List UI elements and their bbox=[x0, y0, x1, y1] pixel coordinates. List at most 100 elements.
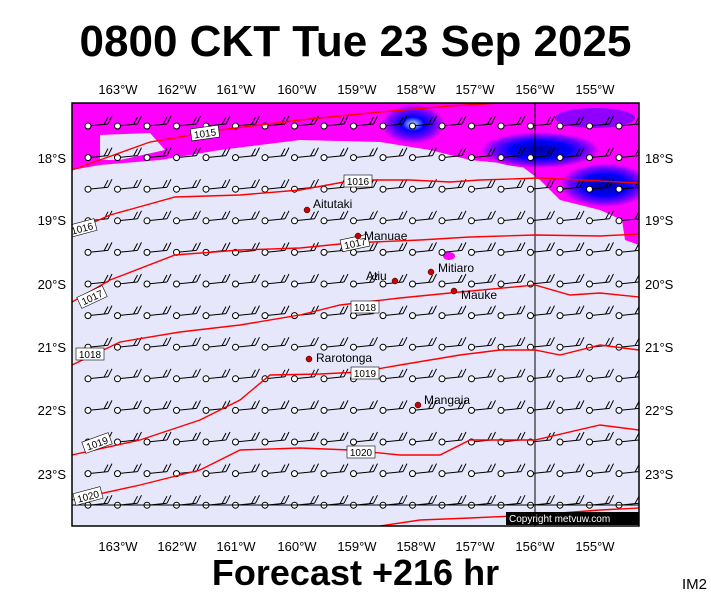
wind-barb bbox=[497, 242, 526, 256]
isobar-label: 1019 bbox=[350, 366, 380, 380]
wind-barb bbox=[232, 431, 260, 446]
wind-barb bbox=[84, 178, 113, 193]
wind-barb bbox=[468, 305, 496, 320]
wind-barb bbox=[202, 147, 231, 162]
svg-text:1017: 1017 bbox=[343, 237, 367, 252]
lon-label-top: 157°W bbox=[455, 82, 495, 97]
wind-barb bbox=[438, 210, 467, 225]
wind-barb bbox=[556, 273, 585, 288]
places: Aitutaki Manuae Atiu Mitiaro Mauke Rarot… bbox=[303, 197, 497, 409]
wind-barb bbox=[556, 463, 585, 478]
lat-label-left: 18°S bbox=[38, 151, 67, 166]
wind-barb bbox=[232, 210, 260, 225]
wind-barb bbox=[438, 115, 467, 130]
wind-barb bbox=[615, 179, 639, 193]
lon-label-bottom: 156°W bbox=[515, 539, 555, 554]
lon-label-bottom: 161°W bbox=[216, 539, 256, 554]
place-aitutaki: Aitutaki bbox=[313, 197, 352, 211]
wind-barb bbox=[291, 273, 319, 288]
wind-barb bbox=[379, 242, 408, 256]
wind-barb bbox=[468, 147, 496, 162]
wind-barb bbox=[350, 463, 378, 478]
wind-barb bbox=[84, 400, 113, 414]
place-dot-mangaia bbox=[414, 401, 422, 409]
wind-barb bbox=[350, 400, 378, 414]
isobar-1015 bbox=[72, 103, 501, 171]
lat-label-right: 18°S bbox=[645, 151, 674, 166]
wind-barb bbox=[409, 273, 437, 288]
wind-barb bbox=[114, 115, 142, 130]
isobar-label: 1015 bbox=[189, 124, 221, 141]
map-code: IM2 bbox=[681, 576, 707, 593]
wind-barb bbox=[556, 147, 585, 162]
wind-barb bbox=[586, 368, 614, 383]
wind-barb bbox=[84, 147, 113, 162]
wind-barb bbox=[497, 147, 526, 162]
map-frame bbox=[71, 102, 640, 527]
wind-barb bbox=[350, 273, 378, 288]
wind-barb bbox=[291, 463, 319, 478]
wind-barb bbox=[497, 273, 526, 288]
wind-barb bbox=[586, 242, 614, 256]
wind-barb bbox=[202, 336, 231, 351]
wind-barb bbox=[409, 336, 437, 351]
wind-barb bbox=[291, 368, 319, 383]
wind-barb bbox=[261, 463, 290, 478]
wind-barb bbox=[320, 273, 349, 288]
svg-text:1015: 1015 bbox=[193, 127, 217, 141]
longitude-labels-bottom: 163°W 162°W 161°W 160°W 159°W 158°W 157°W 156°W… bbox=[98, 539, 615, 554]
wind-barb bbox=[409, 147, 437, 162]
lat-label-left: 22°S bbox=[38, 403, 67, 418]
latitude-labels-left: 18°S 19°S 20°S 21°S 22°S 23°S bbox=[38, 151, 67, 482]
wind-barb bbox=[409, 431, 437, 446]
wind-barb bbox=[379, 115, 408, 130]
lon-label-bottom: 155°W bbox=[575, 539, 615, 554]
wind-barb bbox=[232, 178, 260, 193]
wind-barb bbox=[586, 305, 614, 320]
wind-barb bbox=[173, 336, 201, 351]
wind-barb bbox=[350, 115, 378, 130]
wind-barb bbox=[320, 400, 349, 414]
wind-barb bbox=[143, 336, 172, 351]
wind-barb bbox=[379, 431, 408, 446]
svg-text:1016: 1016 bbox=[347, 177, 370, 188]
wind-barb bbox=[379, 463, 408, 478]
wind-barb bbox=[173, 431, 201, 446]
wind-barb bbox=[379, 210, 408, 225]
wind-barb bbox=[320, 115, 349, 130]
wind-barb bbox=[586, 431, 614, 446]
wind-barb bbox=[261, 178, 290, 193]
wind-barb bbox=[261, 400, 290, 414]
place-dot-aitutaki bbox=[303, 206, 311, 214]
wind-barb bbox=[527, 210, 555, 225]
wind-barb bbox=[586, 400, 614, 414]
wind-barb bbox=[291, 210, 319, 225]
wind-barb bbox=[114, 147, 142, 162]
wind-barb bbox=[202, 368, 231, 383]
wind-barb bbox=[84, 242, 113, 256]
rain-dot bbox=[443, 252, 455, 260]
wind-barb bbox=[232, 368, 260, 383]
copyright-box bbox=[506, 512, 639, 525]
wind-barb bbox=[527, 400, 555, 414]
wind-barb bbox=[173, 210, 201, 225]
wind-barb bbox=[438, 463, 467, 478]
wind-barb bbox=[143, 147, 172, 162]
wind-barb bbox=[409, 305, 437, 320]
wind-barb bbox=[291, 400, 319, 414]
map-title: 0800 CKT Tue 23 Sep 2025 bbox=[79, 17, 632, 66]
wind-barb bbox=[409, 368, 437, 383]
wind-barb bbox=[202, 463, 231, 478]
wind-barb bbox=[143, 431, 172, 446]
wind-barbs bbox=[84, 115, 639, 509]
plot-area: 1015101610161017101710181018101910191020… bbox=[72, 103, 639, 526]
wind-barb bbox=[615, 274, 639, 288]
wind-barb bbox=[143, 305, 172, 320]
wind-barb bbox=[202, 210, 231, 225]
wind-barb bbox=[291, 336, 319, 351]
wind-barb bbox=[497, 463, 526, 478]
wind-barb bbox=[468, 178, 496, 193]
wind-barb bbox=[114, 210, 142, 225]
lon-label-top: 156°W bbox=[515, 82, 555, 97]
